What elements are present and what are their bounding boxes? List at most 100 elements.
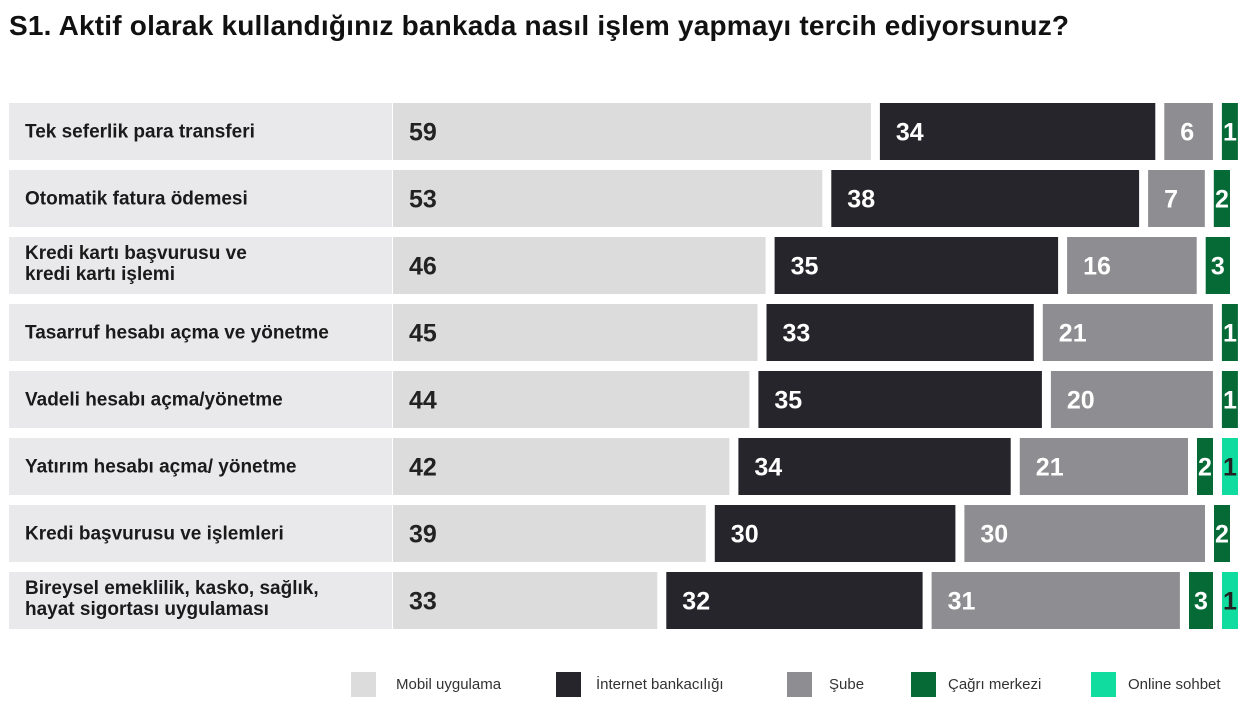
bar-segment-sube (964, 505, 1205, 562)
bar-segment-mobil (393, 103, 871, 160)
data-label-online: 1 (1223, 454, 1237, 482)
data-label-internet: 33 (783, 320, 811, 348)
bar-segment-internet (714, 505, 956, 562)
bar-segment-sube (1148, 170, 1205, 227)
data-label-sube: 31 (948, 588, 976, 616)
category-label-bg (9, 170, 392, 227)
data-label-online: 1 (1223, 588, 1237, 616)
bar-segment-cagri (1205, 237, 1230, 294)
bar-segment-mobil (393, 371, 750, 428)
data-label-mobil: 44 (409, 387, 437, 415)
bar-segment-internet (879, 103, 1156, 160)
data-label-internet: 34 (754, 454, 782, 482)
data-label-cagri: 3 (1194, 588, 1208, 616)
data-label-sube: 30 (980, 521, 1008, 549)
data-label-mobil: 59 (409, 119, 437, 147)
data-label-mobil: 45 (409, 320, 437, 348)
category-label-bg (9, 237, 392, 294)
category-label: Yatırım hesabı açma/ yönetme (25, 457, 296, 478)
legend-item-mobil: Mobil uygulama (351, 671, 501, 697)
data-label-mobil: 42 (409, 454, 437, 482)
bar-segment-sube (1067, 237, 1197, 294)
bar-segment-mobil (393, 572, 658, 629)
data-label-internet: 30 (731, 521, 759, 549)
legend-label-mobil: Mobil uygulama (396, 675, 502, 693)
bar-segment-mobil (393, 304, 758, 361)
bar-segment-sube (931, 572, 1180, 629)
data-label-cagri: 1 (1223, 320, 1237, 348)
data-label-mobil: 33 (409, 588, 437, 616)
bar-segment-mobil (393, 438, 730, 495)
data-label-cagri: 1 (1223, 387, 1237, 415)
bar-segment-cagri (1221, 304, 1238, 361)
data-label-sube: 21 (1059, 320, 1087, 348)
bar-segment-mobil (393, 170, 823, 227)
category-label-bg (9, 103, 392, 160)
data-label-sube: 7 (1164, 186, 1178, 214)
data-label-internet: 34 (896, 119, 924, 147)
legend-swatch-sube (787, 671, 812, 697)
data-label-mobil: 46 (409, 253, 437, 281)
legend-item-cagri: Çağrı merkezi (911, 671, 1041, 697)
legend-swatch-mobil (351, 671, 376, 697)
data-label-sube: 21 (1036, 454, 1064, 482)
category-label-bg (9, 304, 392, 361)
bar-segment-online (1222, 438, 1238, 495)
data-label-cagri: 1 (1223, 119, 1237, 147)
legend-item-internet: İnternet bankacılığı (556, 671, 724, 697)
data-label-sube: 6 (1180, 119, 1194, 147)
legend-swatch-internet (556, 671, 581, 697)
legend-label-online: Online sohbet (1128, 675, 1221, 693)
legend-swatch-online (1091, 671, 1116, 697)
category-label: Vadeli hesabı açma/yönetme (25, 390, 283, 411)
bar-segment-internet (831, 170, 1140, 227)
data-label-sube: 16 (1083, 253, 1111, 281)
bar-segment-mobil (393, 505, 706, 562)
category-label: Kredi başvurusu ve işlemleri (25, 524, 284, 545)
category-label-bg (9, 572, 392, 629)
data-label-sube: 20 (1067, 387, 1095, 415)
data-label-cagri: 2 (1215, 521, 1229, 549)
data-label-internet: 38 (847, 186, 875, 214)
bar-segment-sube (1164, 103, 1213, 160)
category-label-bg (9, 438, 392, 495)
bar-segment-sube (1050, 371, 1213, 428)
category-label: Otomatik fatura ödemesi (25, 189, 248, 210)
bar-segment-internet (774, 237, 1059, 294)
category-label: Bireysel emeklilik, kasko, sağlık, hayat … (25, 578, 319, 620)
stacked-bar-chart: Tek seferlik para transferi 59 34 6 1Otomati… (9, 103, 1238, 629)
category-label: Tasarruf hesabı açma ve yönetme (25, 323, 329, 344)
bar-segment-mobil (393, 237, 766, 294)
category-label-bg (9, 505, 392, 562)
legend: Mobil uygulama İnternet bankacılığı Şube… (0, 671, 1244, 697)
bar-segment-internet (738, 438, 1011, 495)
bar-segment-cagri (1221, 103, 1238, 160)
bar-segment-internet (766, 304, 1034, 361)
data-label-mobil: 39 (409, 521, 437, 549)
data-label-cagri: 2 (1198, 454, 1212, 482)
data-label-mobil: 53 (409, 186, 437, 214)
bar-segment-internet (666, 572, 923, 629)
category-label-bg (9, 371, 392, 428)
legend-item-sube: Şube (787, 671, 864, 697)
bar-segment-sube (1019, 438, 1188, 495)
legend-item-online: Online sohbet (1091, 671, 1221, 697)
chart-title: S1. Aktif olarak kullandığınız bankada n… (9, 10, 1070, 41)
legend-label-cagri: Çağrı merkezi (948, 675, 1042, 693)
bar-segment-cagri (1221, 371, 1238, 428)
data-label-cagri: 3 (1211, 253, 1225, 281)
bar-segment-cagri (1197, 438, 1213, 495)
bar-segment-cagri (1214, 505, 1230, 562)
bar-segment-online (1222, 572, 1238, 629)
legend-swatch-cagri (911, 671, 936, 697)
bar-segment-cagri (1189, 572, 1213, 629)
bar-segment-cagri (1213, 170, 1230, 227)
data-label-internet: 35 (774, 387, 802, 415)
data-label-cagri: 2 (1215, 186, 1229, 214)
category-label: Tek seferlik para transferi (25, 122, 255, 143)
bar-segment-sube (1042, 304, 1213, 361)
legend-label-internet: İnternet bankacılığı (596, 675, 724, 693)
data-label-internet: 35 (791, 253, 819, 281)
bar-segment-internet (758, 371, 1042, 428)
legend-label-sube: Şube (829, 675, 865, 693)
